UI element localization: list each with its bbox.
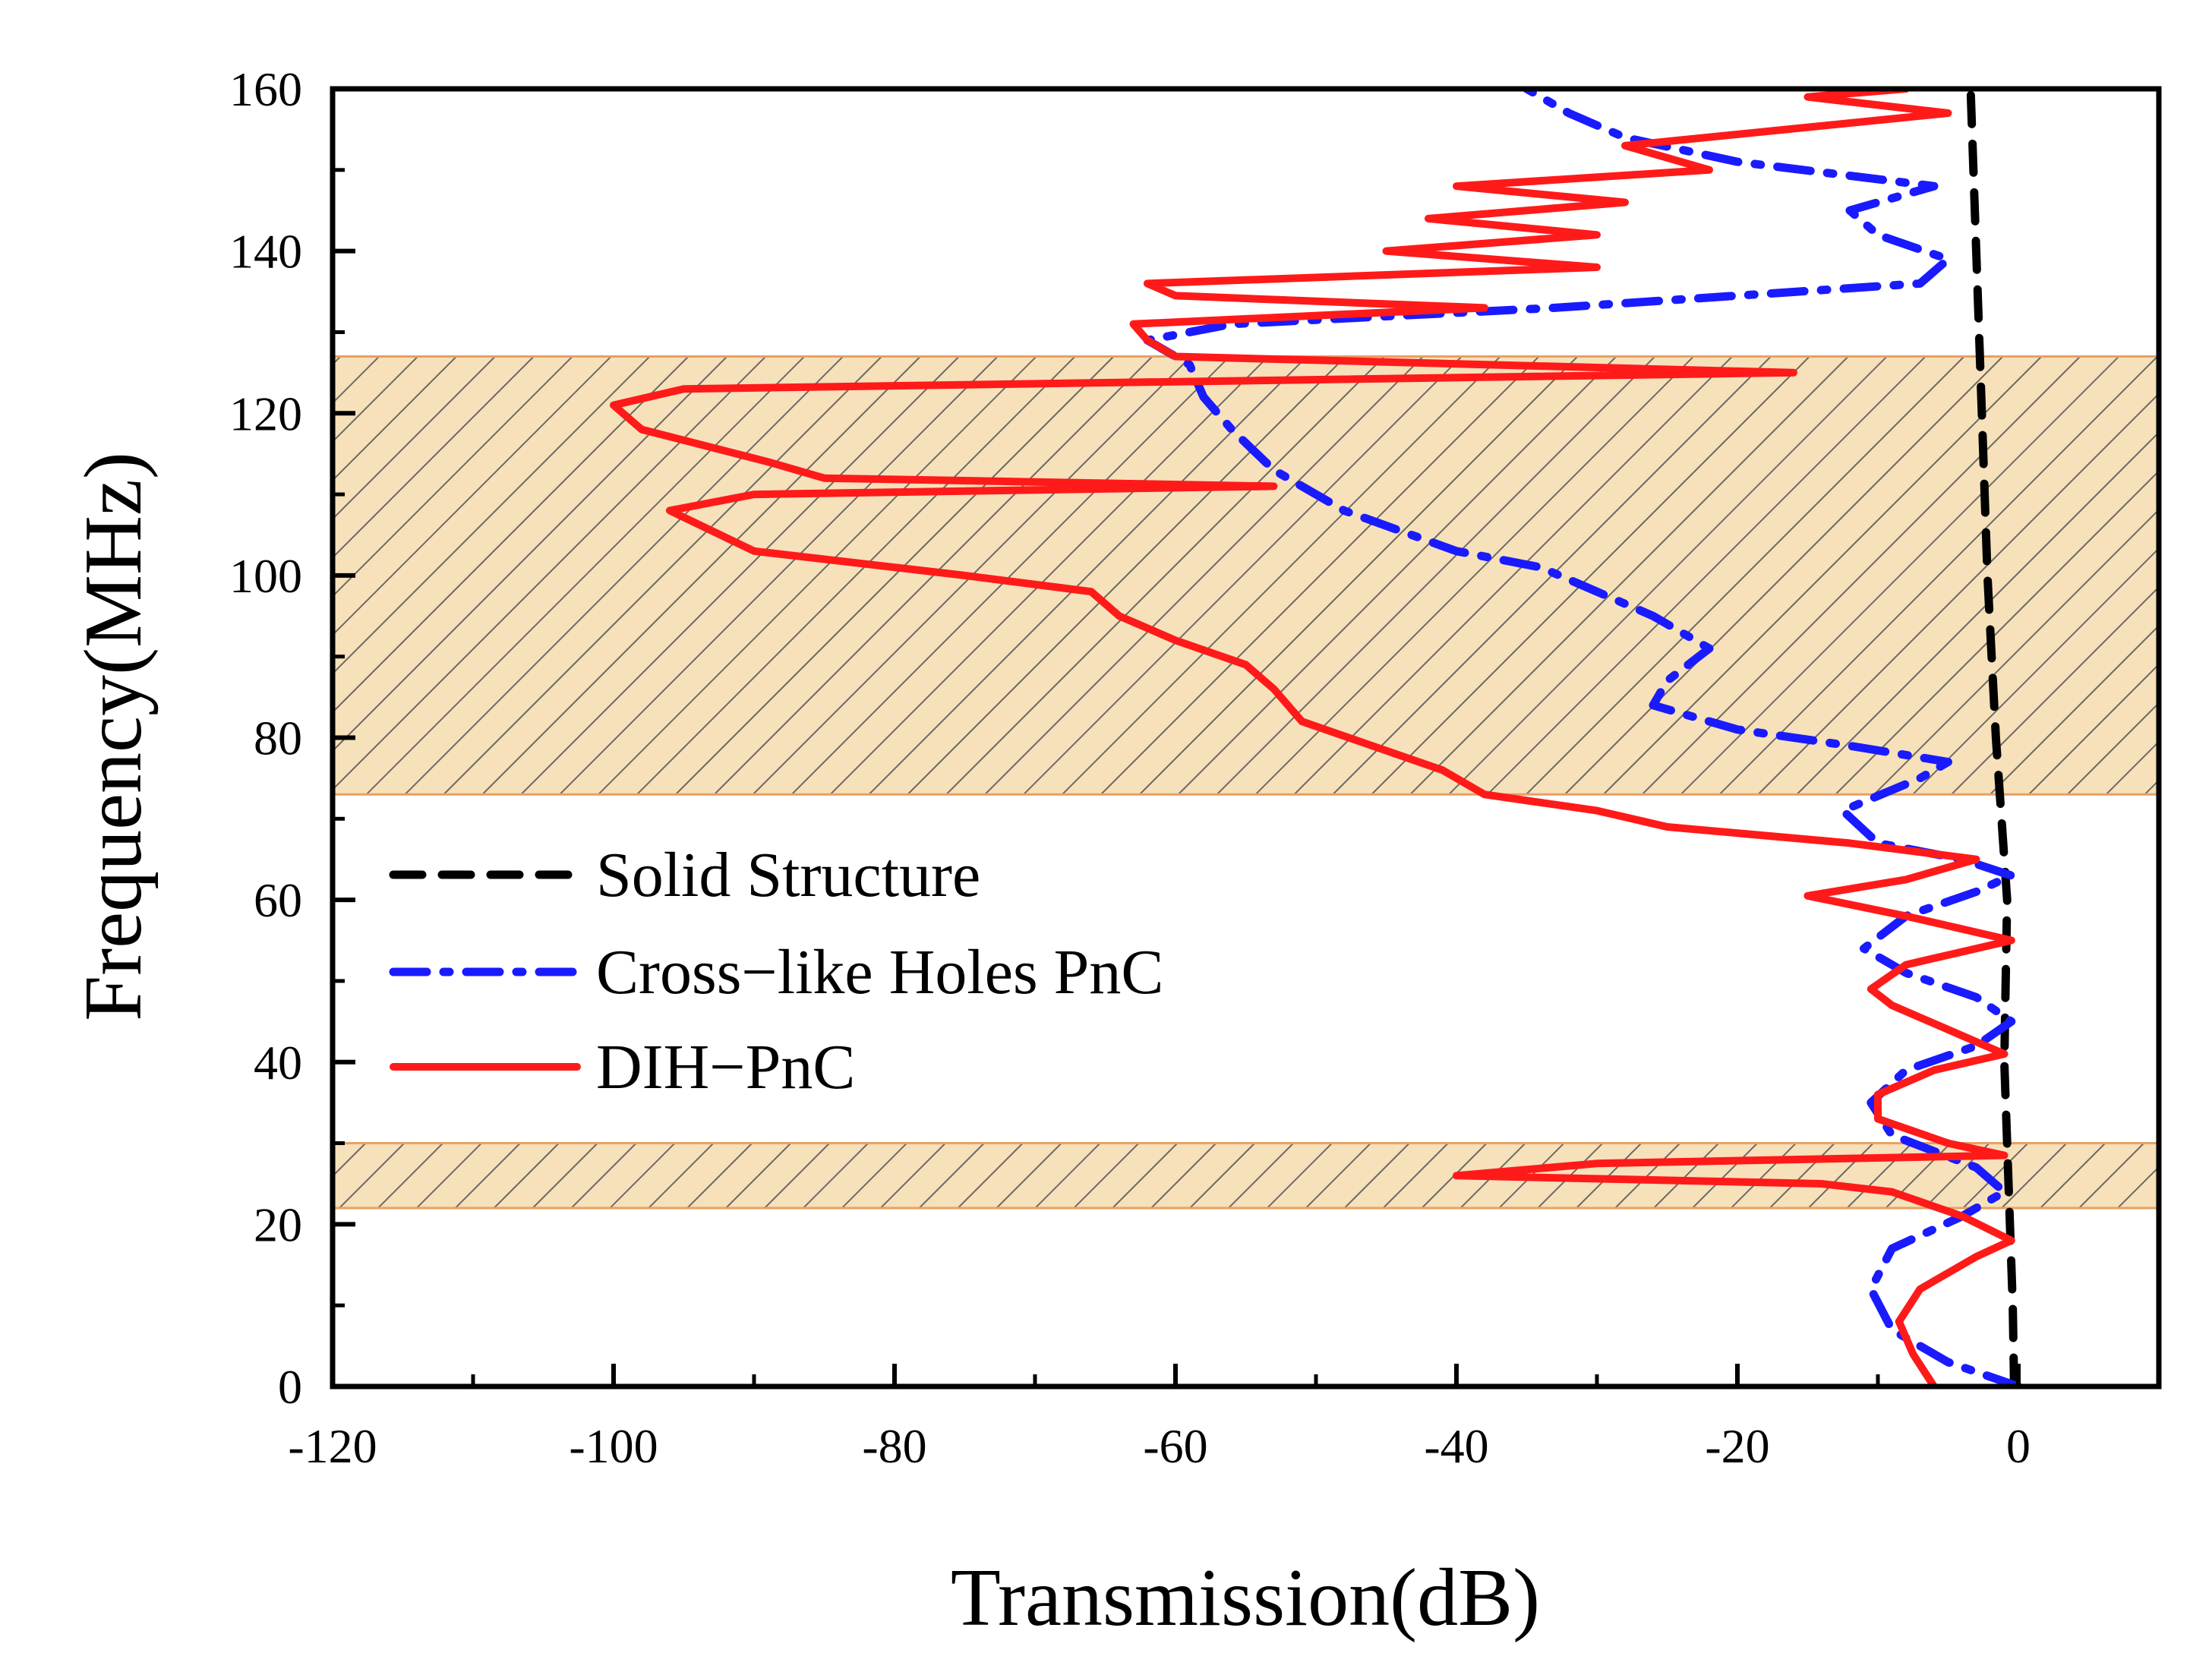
legend: Solid Structure Cross−like Holes PnC DIH−P… bbox=[389, 840, 1163, 1103]
bandgap-hatch-0 bbox=[333, 1142, 2159, 1210]
x-tick-label-3: -60 bbox=[1143, 1419, 1207, 1473]
y-tick-label-1: 20 bbox=[254, 1197, 302, 1251]
x-tick-label-2: -80 bbox=[862, 1419, 926, 1473]
series-line-cross bbox=[1143, 89, 2023, 1386]
y-tick-label-6: 120 bbox=[229, 386, 302, 440]
y-tick-label-8: 160 bbox=[229, 62, 302, 116]
x-tick-label-1: -100 bbox=[569, 1419, 658, 1473]
y-tick-label-0: 0 bbox=[278, 1360, 302, 1414]
series-line-dih bbox=[610, 89, 2015, 1386]
x-axis-title: Transmission(dB) bbox=[951, 1553, 1540, 1643]
series-line-solid bbox=[1966, 89, 2018, 1386]
y-tick-label-5: 100 bbox=[229, 549, 302, 603]
legend-label-cross: Cross−like Holes PnC bbox=[596, 937, 1163, 1008]
x-tick-label-6: 0 bbox=[2006, 1419, 2031, 1473]
y-axis-title: Frequency(MHz) bbox=[68, 452, 159, 1021]
legend-label-dih: DIH−PnC bbox=[596, 1032, 855, 1103]
y-tick-label-2: 40 bbox=[254, 1036, 302, 1090]
y-tick-label-4: 80 bbox=[254, 711, 302, 765]
axis-ticks: -120 -100 -80 -60 -40 -20 0 0 20 40 60 80 100 120 140 1… bbox=[229, 62, 2031, 1473]
x-tick-label-0: -120 bbox=[288, 1419, 377, 1473]
x-tick-label-5: -20 bbox=[1705, 1419, 1769, 1473]
y-tick-label-3: 60 bbox=[254, 873, 302, 927]
series-layer bbox=[610, 89, 2023, 1386]
x-tick-label-4: -40 bbox=[1424, 1419, 1488, 1473]
y-tick-label-7: 140 bbox=[229, 225, 302, 279]
legend-label-solid: Solid Structure bbox=[596, 840, 980, 910]
bandgap-hatch-1 bbox=[333, 355, 2159, 796]
